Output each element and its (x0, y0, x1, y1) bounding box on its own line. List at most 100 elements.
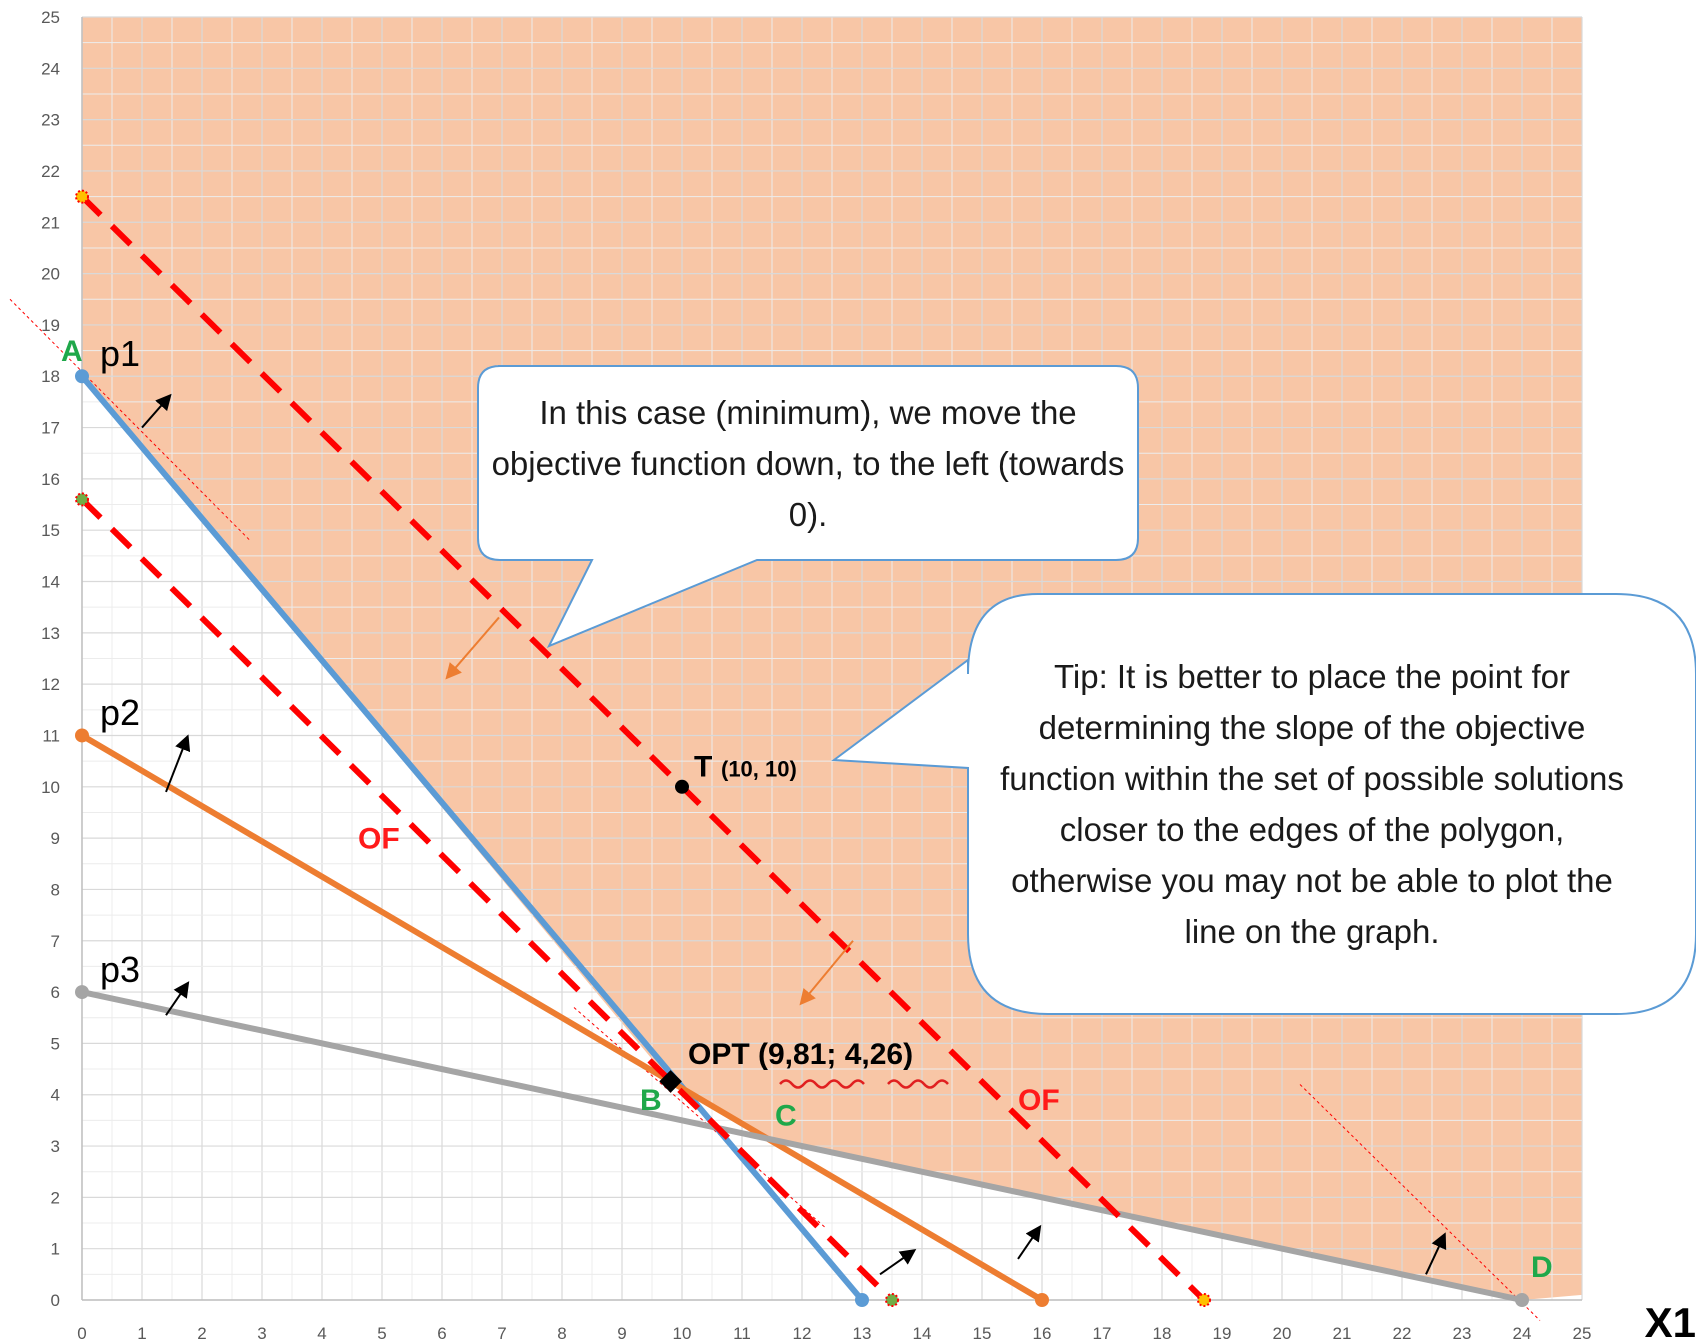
x-tick-label: 25 (1573, 1324, 1592, 1342)
labels-layer: 0 1 2 3 4 5 6 7 8 9 10 11 12 13 14 15 16 17 18 19 20 21 22 23 24… (41, 8, 1696, 1342)
objective-helper-line (9, 298, 251, 541)
lines-layer (9, 194, 1541, 1321)
constraint-line-p2 (79, 732, 1045, 1303)
constraint-direction-arrow (141, 393, 172, 429)
x-tick-label: 4 (317, 1324, 326, 1342)
x-tick-label: 10 (673, 1324, 692, 1342)
x-tick-label: 0 (77, 1324, 86, 1342)
y-tick-label: 24 (41, 59, 60, 78)
x-tick-label: 19 (1213, 1324, 1232, 1342)
y-tick-label: 13 (41, 624, 60, 643)
objective-helper-line (1299, 1084, 1541, 1321)
x-tick-label: 23 (1453, 1324, 1472, 1342)
y-tick-label: 6 (51, 983, 60, 1002)
x-tick-label: 2 (197, 1324, 206, 1342)
y-tick-label: 4 (51, 1086, 60, 1105)
y-tick-label: 3 (51, 1137, 60, 1156)
x-tick-label: 16 (1033, 1324, 1052, 1342)
objective-endpoint (1197, 1293, 1211, 1307)
y-tick-label: 18 (41, 367, 60, 386)
y-tick-label: 25 (41, 8, 60, 27)
y-tick-label: 1 (51, 1240, 60, 1259)
y-tick-label: 23 (41, 111, 60, 130)
optimum-point-label: OPT (9,81; 4,26) (688, 1038, 913, 1071)
constraint-endpoint-p2 (1035, 1293, 1049, 1307)
y-tick-label: 16 (41, 470, 60, 489)
y-tick-label: 7 (51, 932, 60, 951)
x-tick-label: 6 (437, 1324, 446, 1342)
y-tick-label: 21 (41, 213, 60, 232)
spellcheck-squiggle (887, 1079, 949, 1089)
x-tick-label: 7 (497, 1324, 506, 1342)
y-tick-label: 0 (51, 1291, 60, 1310)
objective-line-2 (79, 497, 895, 1303)
constraint-endpoint-p3 (1515, 1293, 1529, 1307)
objective-endpoint (75, 492, 89, 507)
t-point-marker (675, 779, 689, 794)
spellcheck-squiggle (779, 1079, 865, 1089)
x-tick-label: 3 (257, 1324, 266, 1342)
y-tick-label: 17 (41, 419, 60, 438)
constraint-label-p1: p1 (100, 333, 140, 374)
y-tick-label: 14 (41, 573, 60, 592)
callout-minimum-bubble (477, 365, 1139, 648)
objective-endpoint (885, 1293, 899, 1307)
y-tick-label: 15 (41, 521, 60, 540)
vertex-label-B: B (640, 1084, 662, 1117)
y-tick-label: 19 (41, 316, 60, 335)
objective-label-lower: OF (358, 822, 400, 855)
callout-tip-note: Tip: It is better to place the point for… (968, 594, 1656, 1014)
x-tick-label: 14 (913, 1324, 932, 1342)
y-tick-label: 11 (42, 726, 60, 745)
t-point-coords: (10, 10) (721, 757, 797, 782)
x-tick-label: 17 (1093, 1324, 1112, 1342)
y-tick-label: 12 (41, 675, 60, 694)
x-tick-label: 22 (1393, 1324, 1412, 1342)
callout-tip-text: Tip: It is better to place the point for… (1000, 658, 1624, 950)
y-tick-label: 8 (51, 880, 60, 899)
constraint-direction-arrow (165, 734, 191, 793)
y-tick-label: 2 (51, 1188, 60, 1207)
constraint-endpoint-p1 (75, 369, 89, 384)
x-tick-label: 5 (377, 1324, 386, 1342)
constraint-endpoint-p1 (855, 1293, 869, 1307)
marks-layer (75, 189, 1696, 1307)
objective-label-upper: OF (1018, 1084, 1060, 1117)
x-tick-label: 15 (973, 1324, 992, 1342)
objective-line-1 (79, 194, 1207, 1303)
x-tick-label: 21 (1333, 1324, 1352, 1342)
constraint-line-p1 (79, 373, 865, 1303)
x-tick-label: 11 (733, 1324, 751, 1342)
constraint-direction-arrow (1017, 1224, 1042, 1260)
objective-helper-line (573, 1007, 827, 1229)
x-tick-label: 18 (1153, 1324, 1172, 1342)
constraint-endpoint-p2 (75, 728, 89, 743)
x-tick-label: 9 (617, 1324, 626, 1342)
optimum-point-marker (659, 1070, 682, 1093)
y-tick-label: 20 (41, 265, 60, 284)
y-tick-label: 22 (41, 162, 60, 181)
callout-tip-bubble (831, 593, 1696, 1015)
vertex-label-C: C (775, 1100, 797, 1133)
constraint-label-p2: p2 (100, 692, 140, 733)
objective-direction-arrow (799, 940, 854, 1006)
vertex-label-A: A (61, 335, 83, 368)
x-axis-title: X1 (1645, 1299, 1696, 1342)
x-tick-label: 13 (853, 1324, 872, 1342)
y-tick-label: 5 (51, 1034, 60, 1053)
vertex-label-D: D (1531, 1251, 1553, 1284)
objective-direction-arrow (445, 616, 500, 680)
x-tick-label: 1 (137, 1324, 146, 1342)
callout-minimum-note: In this case (minimum), we move the obje… (478, 366, 1138, 560)
x-tick-label: 20 (1273, 1324, 1292, 1342)
callout-minimum-text: In this case (minimum), we move the obje… (491, 393, 1125, 533)
constraint-line-p3 (79, 989, 1525, 1303)
y-tick-label: 10 (41, 778, 60, 797)
y-tick-label: 9 (51, 829, 60, 848)
x-tick-label: 24 (1513, 1324, 1532, 1342)
constraint-label-p3: p3 (100, 949, 140, 990)
constraint-direction-arrow (879, 1248, 917, 1276)
t-point-label: T (694, 751, 712, 784)
constraint-endpoint-p3 (75, 985, 89, 1000)
